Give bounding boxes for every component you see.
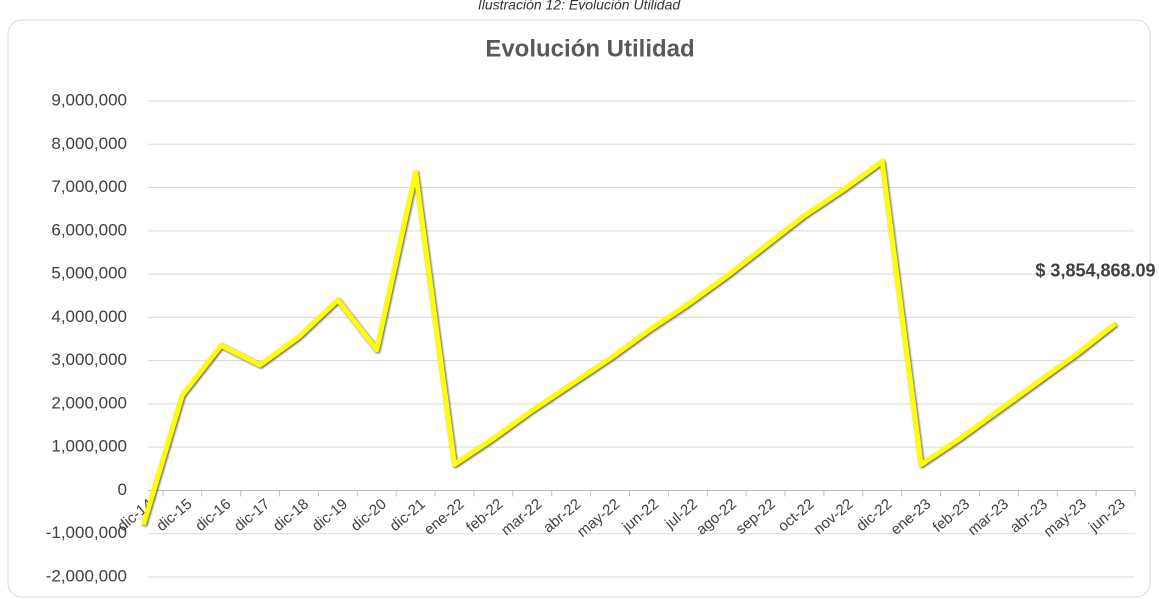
y-tick-label: 6,000,000 xyxy=(51,220,127,239)
data-label: $ 3,854,868.09 xyxy=(1035,260,1155,280)
y-tick-label: 4,000,000 xyxy=(51,307,127,326)
y-tick-label: 5,000,000 xyxy=(51,264,127,283)
y-tick-label: 9,000,000 xyxy=(51,90,127,109)
y-tick-label: -2,000,000 xyxy=(46,566,127,585)
y-tick-label: 3,000,000 xyxy=(51,350,127,369)
caption: Ilustración 12: Evolución Utilidad xyxy=(478,0,682,13)
y-tick-label: 2,000,000 xyxy=(51,393,127,412)
y-tick-label: 8,000,000 xyxy=(51,134,127,153)
y-tick-label: -1,000,000 xyxy=(46,523,127,542)
y-tick-label: 1,000,000 xyxy=(51,437,127,456)
chart-frame xyxy=(7,19,1151,598)
y-tick-label: 0 xyxy=(118,480,127,499)
data-line xyxy=(141,159,1118,526)
y-tick-label: 7,000,000 xyxy=(51,177,127,196)
chart-title: Evolución Utilidad xyxy=(485,35,694,62)
